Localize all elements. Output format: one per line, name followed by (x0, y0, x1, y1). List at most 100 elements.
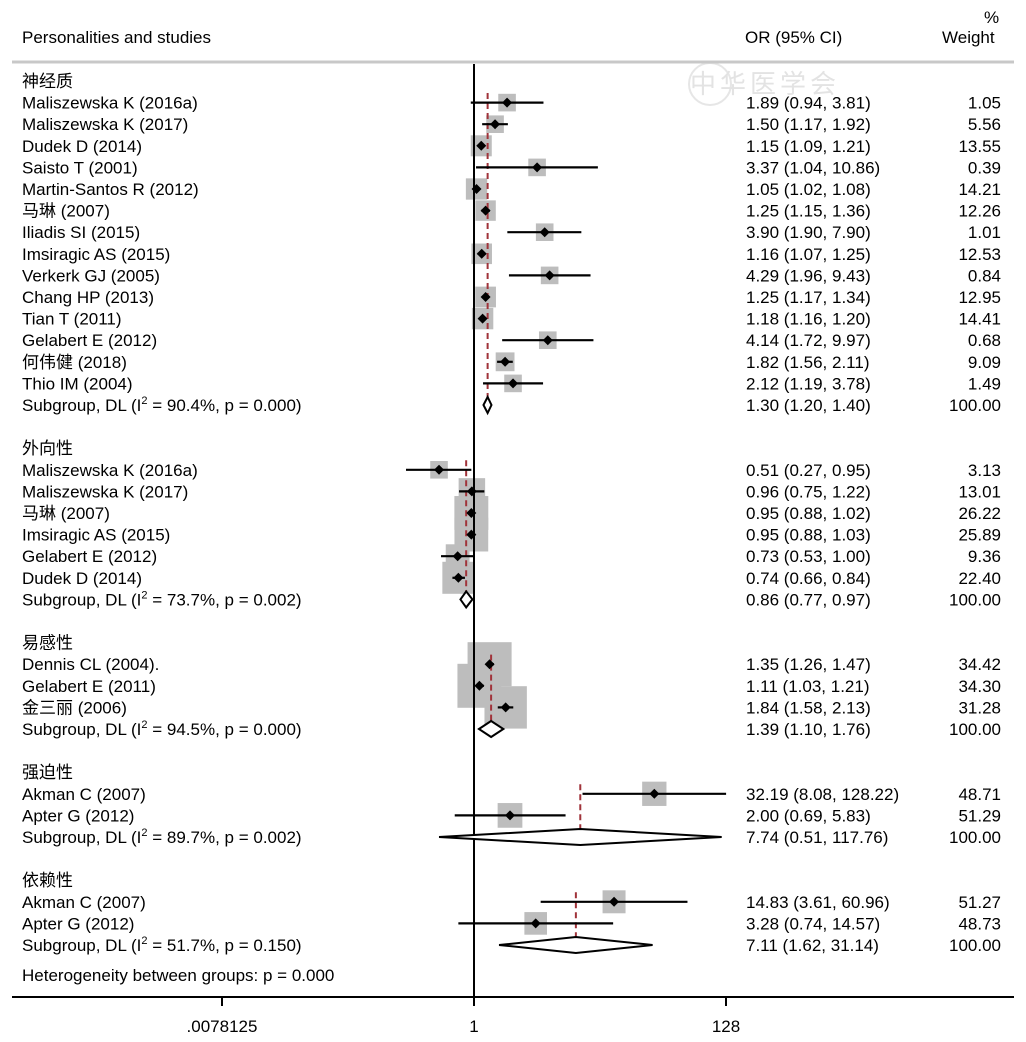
study-ci-text: 1.50 (1.17, 1.92) (746, 115, 871, 134)
study-label: 何伟健 (2018) (22, 353, 127, 372)
study-ci-text: 1.05 (1.02, 1.08) (746, 180, 871, 199)
subgroup-label: Subgroup, DL (I2 = 90.4%, p = 0.000) (22, 395, 302, 415)
study-label: 马琳 (2007) (22, 504, 110, 523)
x-tick-label: 1 (469, 1017, 478, 1036)
study-ci-text: 3.37 (1.04, 10.86) (746, 158, 880, 177)
point-marker (530, 918, 541, 929)
study-weight: 22.40 (958, 569, 1001, 588)
study-label: Saisto T (2001) (22, 158, 138, 177)
subgroup-weight: 100.00 (949, 720, 1001, 739)
study-label: Thio IM (2004) (22, 374, 133, 393)
study-weight: 0.39 (968, 158, 1001, 177)
study-weight: 12.26 (958, 202, 1001, 221)
study-ci-text: 0.96 (0.75, 1.22) (746, 482, 871, 501)
study-label: Imsiragic AS (2015) (22, 245, 170, 264)
study-label: Martin-Santos R (2012) (22, 180, 199, 199)
study-label: Apter G (2012) (22, 914, 134, 933)
subgroup-ci-text: 7.74 (0.51, 117.76) (746, 828, 888, 847)
subgroup-weight: 100.00 (949, 396, 1001, 415)
subgroup-weight: 100.00 (949, 590, 1001, 609)
study-weight: 26.22 (958, 504, 1001, 523)
study-label: Dudek D (2014) (22, 569, 142, 588)
study-weight: 31.28 (958, 698, 1001, 717)
study-label: Verkerk GJ (2005) (22, 266, 160, 285)
study-weight: 9.36 (968, 547, 1001, 566)
study-weight: 34.30 (958, 677, 1001, 696)
subgroup-ci-text: 7.11 (1.62, 31.14) (746, 936, 879, 955)
watermark: 中华医学会 (690, 70, 841, 100)
subgroup-ci-text: 0.86 (0.77, 0.97) (746, 590, 871, 609)
study-weight: 14.41 (958, 310, 1001, 329)
subgroup-label: Subgroup, DL (I2 = 89.7%, p = 0.002) (22, 827, 302, 847)
subgroup-diamond (459, 589, 474, 610)
group-label: 依赖性 (22, 871, 73, 890)
study-ci-text: 1.35 (1.26, 1.47) (746, 655, 871, 674)
study-ci-text: 3.90 (1.90, 7.90) (746, 223, 871, 242)
study-ci-text: 1.11 (1.03, 1.21) (746, 677, 870, 696)
study-column-header: Personalities and studies (22, 28, 212, 47)
study-label: Maliszewska K (2017) (22, 482, 188, 501)
study-weight: 14.21 (958, 180, 1001, 199)
study-ci-text: 0.51 (0.27, 0.95) (746, 461, 871, 480)
study-label: Chang HP (2013) (22, 288, 154, 307)
study-label: Maliszewska K (2016a) (22, 94, 198, 113)
study-ci-text: 1.18 (1.16, 1.20) (746, 310, 871, 329)
point-marker (544, 270, 555, 281)
subgroup-ci-text: 1.30 (1.20, 1.40) (746, 396, 871, 415)
group-label: 神经质 (22, 72, 73, 91)
study-ci-text: 1.89 (0.94, 3.81) (746, 94, 871, 113)
point-marker (502, 97, 513, 108)
study-weight: 48.71 (958, 785, 1001, 804)
study-label: 马琳 (2007) (22, 202, 110, 221)
study-ci-text: 3.28 (0.74, 14.57) (746, 914, 880, 933)
study-ci-text: 32.19 (8.08, 128.22) (746, 785, 899, 804)
subgroup-label: Subgroup, DL (I2 = 94.5%, p = 0.000) (22, 719, 302, 739)
subgroup-weight: 100.00 (949, 828, 1001, 847)
study-ci-text: 1.16 (1.07, 1.25) (746, 245, 871, 264)
study-label: Imsiragic AS (2015) (22, 526, 170, 545)
study-label: Gelabert E (2011) (22, 677, 156, 696)
study-ci-text: 2.12 (1.19, 3.78) (746, 374, 871, 393)
heterogeneity-text: Heterogeneity between groups: p = 0.000 (22, 966, 334, 985)
study-weight: 25.89 (958, 526, 1001, 545)
subgroup-diamond (477, 719, 506, 739)
point-marker (453, 572, 464, 583)
study-weight: 9.09 (968, 353, 1001, 372)
study-weight: 0.84 (968, 266, 1001, 285)
study-weight: 51.27 (958, 893, 1001, 912)
point-marker (500, 702, 511, 713)
study-ci-text: 1.15 (1.09, 1.21) (746, 137, 871, 156)
point-marker (542, 335, 553, 346)
weight-percent-header: % (984, 8, 1000, 27)
point-marker (480, 292, 491, 302)
subgroup-diamond (498, 935, 653, 955)
study-label: Maliszewska K (2017) (22, 115, 188, 134)
study-ci-text: 1.25 (1.15, 1.36) (746, 202, 871, 221)
point-marker (532, 162, 543, 173)
study-weight: 13.01 (958, 482, 1001, 501)
study-weight: 0.68 (968, 331, 1001, 350)
study-weight: 12.53 (958, 245, 1001, 264)
point-marker (474, 680, 485, 691)
study-ci-text: 2.00 (0.69, 5.83) (746, 806, 871, 825)
study-weight: 12.95 (958, 288, 1001, 307)
study-weight: 1.49 (968, 374, 1001, 393)
point-marker (471, 184, 482, 194)
study-ci-text: 0.95 (0.88, 1.02) (746, 504, 871, 523)
point-marker (452, 551, 463, 562)
subgroup-label: Subgroup, DL (I2 = 73.7%, p = 0.002) (22, 589, 302, 609)
study-ci-text: 0.73 (0.53, 1.00) (746, 547, 871, 566)
study-label: Dennis CL (2004). (22, 655, 159, 674)
study-label: Tian T (2011) (22, 310, 122, 329)
study-weight: 3.13 (968, 461, 1001, 480)
group-label: 易感性 (22, 634, 73, 653)
study-ci-text: 1.82 (1.56, 2.11) (746, 353, 870, 372)
point-marker (609, 896, 620, 907)
study-label: Gelabert E (2012) (22, 547, 157, 566)
point-marker (539, 227, 550, 238)
point-marker (649, 788, 660, 799)
subgroup-label: Subgroup, DL (I2 = 51.7%, p = 0.150) (22, 935, 302, 955)
study-weight: 48.73 (958, 914, 1001, 933)
group-label: 外向性 (22, 439, 73, 458)
point-marker (484, 659, 495, 670)
